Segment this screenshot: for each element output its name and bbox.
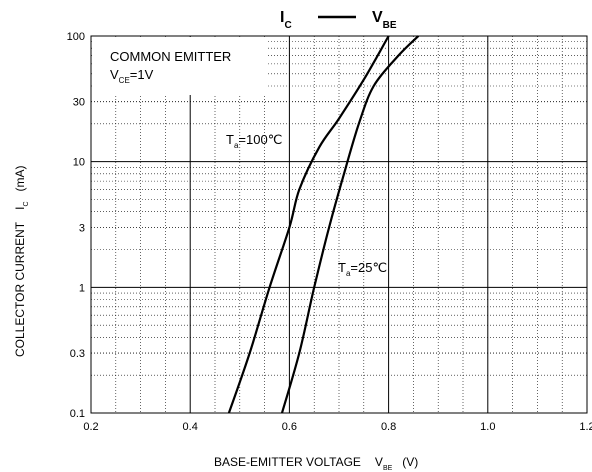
title-ic-sub: C [284, 20, 291, 31]
title-vbe-sub: BE [383, 20, 397, 31]
annotation-box [92, 37, 267, 95]
y-axis-label-sym: I [13, 207, 27, 210]
x-tick-label: 0.8 [381, 421, 396, 433]
x-tick-labels: 0.2 0.4 0.6 0.8 1.0 1.2 [83, 421, 592, 433]
series-label-100c-sub: a [234, 141, 239, 150]
series-label-25c-sym: T [338, 260, 346, 275]
x-axis-label-unit: (V) [402, 455, 418, 469]
series-label-25c-sub: a [346, 269, 351, 278]
series-label-100c-sym: T [226, 132, 234, 147]
annotation-line2-sub: CE [119, 76, 130, 85]
series-line-25c [280, 35, 420, 414]
plot-frame [90, 35, 588, 414]
y-tick-label: 3 [79, 222, 85, 234]
y-tick-label: 30 [73, 97, 85, 109]
y-tick-label: 1 [79, 282, 85, 294]
annotation-line2-symbol: V [110, 67, 119, 82]
title-vbe: VBE [372, 9, 397, 31]
annotation-line2: VCE=1V [110, 67, 154, 85]
y-tick-label: 0.3 [70, 348, 85, 360]
y-axis-label-text: COLLECTOR CURRENT [13, 221, 27, 357]
x-tick-label: 0.4 [183, 421, 198, 433]
y-tick-label: 100 [67, 31, 85, 43]
series-label-25c-val: =25℃ [350, 260, 387, 275]
series-label-100c: Ta=100℃ [226, 132, 282, 150]
title-ic-sym: I [280, 9, 284, 26]
y-tick-labels: 0.1 0.3 1 3 10 30 100 [67, 31, 85, 420]
series-label-25c: Ta=25℃ [338, 260, 387, 278]
y-tick-label: 10 [73, 157, 85, 169]
annotation-line1: COMMON EMITTER [110, 49, 231, 64]
curves [227, 35, 420, 414]
x-axis-label-sym: V [375, 455, 383, 469]
x-tick-label: 0.6 [282, 421, 297, 433]
series-label-100c-val: =100℃ [238, 132, 282, 147]
y-axis-label-sub: C [23, 201, 30, 206]
y-tick-label: 0.1 [70, 408, 85, 420]
series-line-100c [227, 35, 390, 414]
x-tick-label: 0.2 [83, 421, 98, 433]
x-tick-label: 1.0 [480, 421, 495, 433]
x-axis-label-sub: BE [383, 465, 393, 472]
title-vbe-sym: V [372, 9, 383, 26]
annotation-line2-value: =1V [130, 67, 154, 82]
y-axis-label-unit: (mA) [13, 165, 27, 191]
chart-title: IC VBE [280, 9, 397, 31]
title-ic: IC [280, 9, 292, 31]
x-tick-label: 1.2 [579, 421, 592, 433]
x-axis-label: BASE-EMITTER VOLTAGE VBE (V) [214, 455, 418, 472]
plot-area [91, 36, 587, 413]
x-axis-label-text: BASE-EMITTER VOLTAGE [214, 455, 361, 469]
y-axis-label: COLLECTOR CURRENT IC (mA) [13, 165, 30, 357]
